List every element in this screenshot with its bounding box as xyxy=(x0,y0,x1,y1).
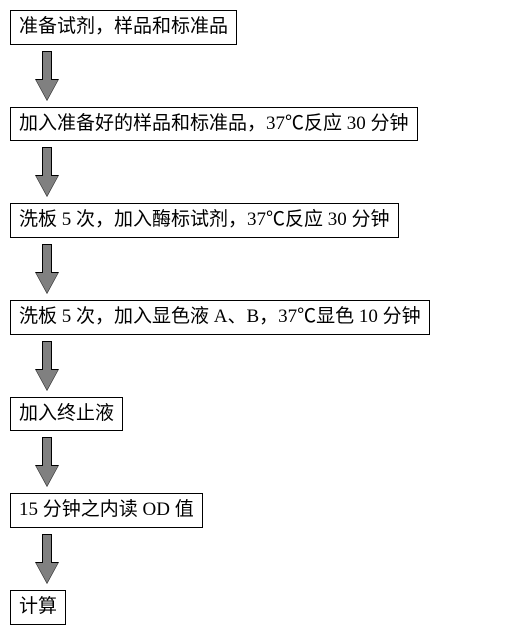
flow-step-label: 加入准备好的样品和标准品，37℃反应 30 分钟 xyxy=(19,113,409,134)
flow-arrow xyxy=(10,335,58,397)
flow-step-6: 15 分钟之内读 OD 值 xyxy=(10,493,203,528)
flow-step-label: 洗板 5 次，加入显色液 A、B，37℃显色 10 分钟 xyxy=(19,306,421,327)
flow-arrow xyxy=(10,238,58,300)
flow-arrow xyxy=(10,45,58,107)
flow-step-label: 准备试剂，样品和标准品 xyxy=(19,16,228,37)
flow-step-2: 加入准备好的样品和标准品，37℃反应 30 分钟 xyxy=(10,107,418,142)
arrow-down-icon xyxy=(36,244,58,294)
flow-step-4: 洗板 5 次，加入显色液 A、B，37℃显色 10 分钟 xyxy=(10,300,430,335)
arrow-down-icon xyxy=(36,147,58,197)
flow-step-label: 加入终止液 xyxy=(19,403,114,424)
flow-step-7: 计算 xyxy=(10,590,66,625)
flow-step-label: 15 分钟之内读 OD 值 xyxy=(19,499,194,520)
arrow-down-icon xyxy=(36,51,58,101)
flow-arrow xyxy=(10,528,58,590)
flow-arrow xyxy=(10,141,58,203)
flow-step-1: 准备试剂，样品和标准品 xyxy=(10,10,237,45)
flowchart: 准备试剂，样品和标准品 加入准备好的样品和标准品，37℃反应 30 分钟 洗板 … xyxy=(10,10,502,625)
flow-arrow xyxy=(10,431,58,493)
flow-step-5: 加入终止液 xyxy=(10,397,123,432)
arrow-down-icon xyxy=(36,341,58,391)
flow-step-label: 洗板 5 次，加入酶标试剂，37℃反应 30 分钟 xyxy=(19,209,390,230)
arrow-down-icon xyxy=(36,534,58,584)
flow-step-3: 洗板 5 次，加入酶标试剂，37℃反应 30 分钟 xyxy=(10,203,399,238)
arrow-down-icon xyxy=(36,437,58,487)
flow-step-label: 计算 xyxy=(19,596,57,617)
